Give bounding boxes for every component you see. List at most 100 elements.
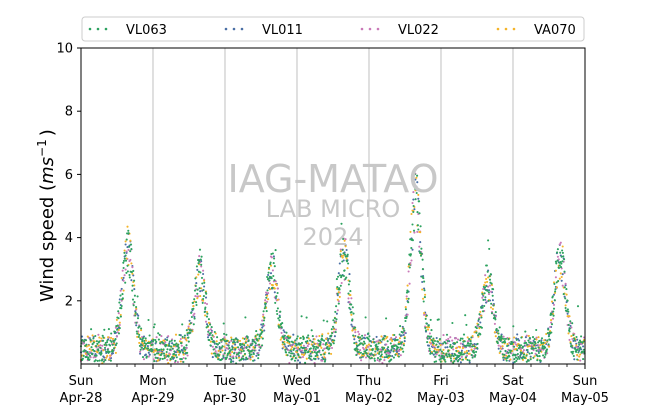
data-point [152,340,155,343]
data-point [264,302,267,305]
data-point [192,307,195,310]
data-point [449,343,452,346]
data-point [133,279,136,282]
data-point [184,357,187,360]
data-point [193,289,197,292]
data-point [109,359,112,362]
data-point [279,338,282,341]
data-point [499,336,502,339]
data-point [153,323,156,326]
data-point [358,333,361,336]
data-point [435,353,438,356]
data-point [479,321,482,324]
data-point [475,350,478,353]
data-point [582,348,585,351]
data-point [478,327,481,330]
data-point [357,336,360,339]
data-point [119,289,122,292]
data-point [269,264,273,267]
data-point [390,338,393,341]
data-point [418,200,421,203]
data-point [411,248,414,251]
data-point [245,335,248,338]
data-point [461,337,464,340]
data-point [100,337,103,340]
data-point [567,332,570,335]
data-point [305,357,308,360]
data-point [210,338,214,341]
data-point [533,343,536,347]
data-point [487,239,490,242]
data-point [108,358,111,361]
data-point [288,342,291,345]
data-point [567,323,570,326]
data-point [534,342,537,345]
data-point [445,352,448,355]
data-point [129,250,132,253]
data-point [102,336,105,339]
legend-item-vl011: VL011 [224,23,303,38]
data-point [158,333,161,336]
data-point [301,346,304,349]
data-point [412,229,416,232]
data-point [285,331,288,334]
data-point [154,356,157,359]
data-point [411,201,414,205]
data-point [428,332,431,335]
data-point [291,346,294,349]
data-point [273,287,276,290]
data-point [464,314,467,317]
data-point [479,310,482,313]
data-point [519,354,522,357]
data-point [389,351,392,354]
data-point [421,258,424,261]
data-point [518,344,521,347]
data-point [179,350,182,353]
data-point [119,294,122,297]
data-point [134,311,137,314]
data-point [88,351,91,354]
data-point [438,342,441,345]
data-point [383,346,386,350]
data-point [178,333,181,337]
data-point [272,274,275,278]
data-point [242,357,245,360]
data-point [281,341,285,344]
data-point [380,350,383,353]
data-point [133,288,136,291]
data-point [309,347,312,350]
data-point [542,354,545,357]
data-point [373,359,376,362]
data-point [305,336,309,339]
data-point [169,348,172,351]
data-point [205,323,209,326]
data-point [528,352,531,355]
data-point [434,355,437,358]
data-point [157,359,160,362]
data-point [365,344,368,347]
data-point [163,357,166,360]
data-point [138,325,141,328]
data-point [115,335,118,338]
data-point [295,347,298,350]
data-point [219,351,222,354]
data-point [81,339,84,342]
data-point [515,359,518,362]
data-point [232,355,235,358]
data-point [127,232,130,235]
data-point [570,326,573,329]
data-point [225,356,228,359]
data-point [246,344,249,347]
data-point [192,305,195,308]
data-point [409,253,412,256]
data-point [171,356,174,359]
data-point [526,343,529,346]
data-point [116,328,119,331]
data-point [98,340,101,343]
data-point [140,346,143,349]
data-point [254,335,257,338]
data-point [577,341,580,344]
data-point [366,354,369,357]
data-point [566,315,569,318]
